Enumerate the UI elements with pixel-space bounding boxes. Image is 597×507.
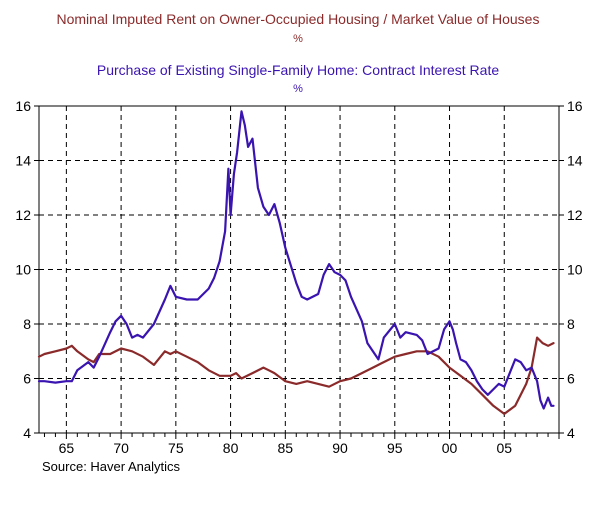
series-line-2 — [37, 110, 555, 410]
grid-lines — [39, 106, 559, 433]
x-tick-label-70: 70 — [113, 440, 129, 456]
x-tick-label-80: 80 — [223, 440, 239, 456]
x-tick-label-75: 75 — [168, 440, 184, 456]
y-tick-label-right-14: 14 — [567, 153, 583, 169]
y-tick-label-left-16: 16 — [15, 98, 31, 114]
y-tick-label-right-12: 12 — [567, 207, 583, 223]
chart-title-line-1: Nominal Imputed Rent on Owner-Occupied H… — [57, 11, 540, 27]
plot-frame — [38, 105, 560, 434]
source-note: Source: Haver Analytics — [42, 459, 181, 474]
y-tick-label-left-14: 14 — [15, 153, 31, 169]
x-tick-label-05: 05 — [496, 440, 512, 456]
chart-title-unit-2: % — [293, 83, 303, 95]
y-tick-label-right-10: 10 — [567, 262, 583, 278]
y-tick-label-left-6: 6 — [23, 371, 31, 387]
y-tick-label-left-10: 10 — [15, 262, 31, 278]
y-tick-label-left-8: 8 — [23, 316, 31, 332]
x-tick-label-90: 90 — [332, 440, 348, 456]
y-tick-label-left-4: 4 — [23, 425, 31, 441]
chart-title-unit-1: % — [293, 33, 303, 45]
y-tick-label-left-12: 12 — [15, 207, 31, 223]
y-tick-label-right-4: 4 — [567, 425, 575, 441]
x-tick-label-95: 95 — [387, 440, 403, 456]
x-tick-label-85: 85 — [278, 440, 294, 456]
chart-title-line-2: Purchase of Existing Single-Family Home:… — [97, 62, 499, 78]
x-tick-label-65: 65 — [59, 440, 75, 456]
x-tick-label-00: 00 — [442, 440, 458, 456]
y-tick-label-right-16: 16 — [567, 98, 583, 114]
series-lines — [37, 110, 555, 415]
y-tick-label-right-6: 6 — [567, 371, 575, 387]
y-tick-label-right-8: 8 — [567, 316, 575, 332]
axes — [34, 105, 564, 439]
tick-labels: 4 4 6 6 8 8 10 10 12 12 14 14 16 16 65 70 75 80 85 90 95 00 05 — [15, 98, 582, 456]
series-line-1 — [37, 336, 555, 415]
